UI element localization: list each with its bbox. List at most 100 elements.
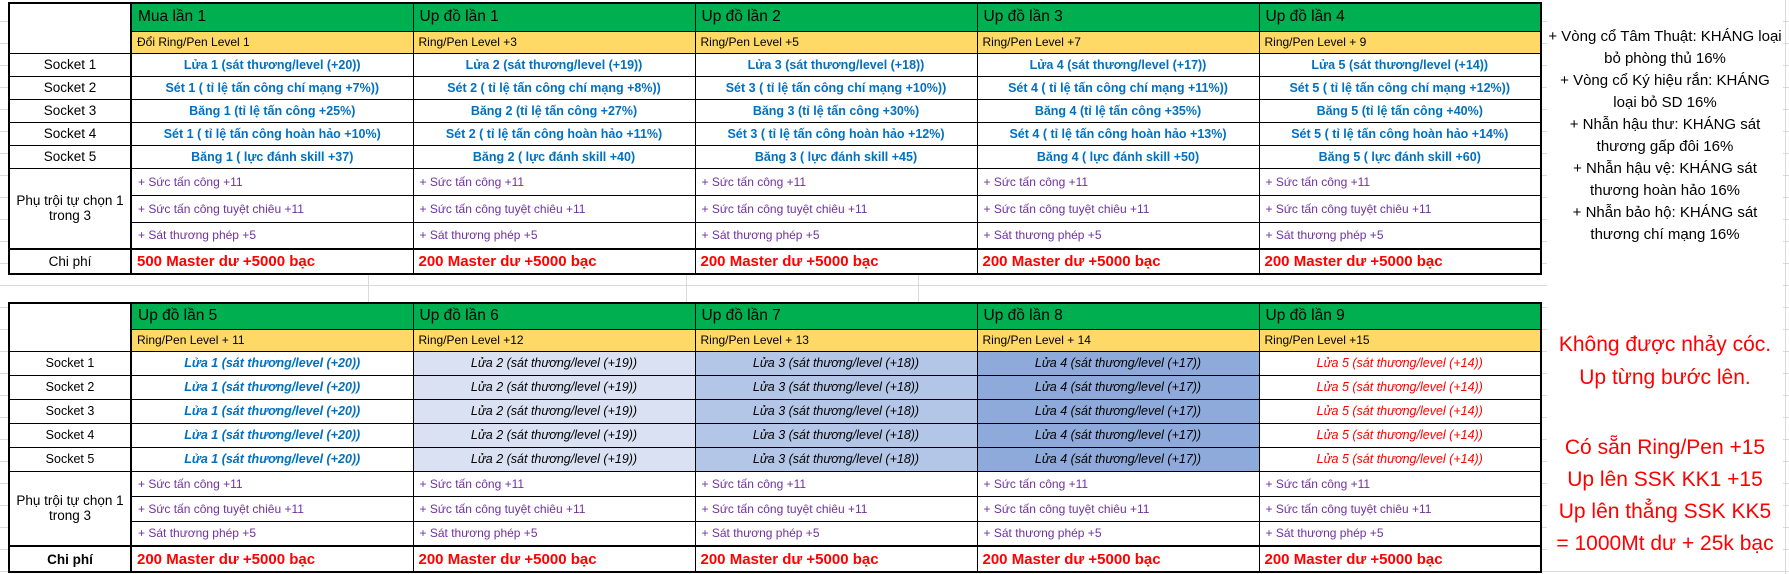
extra-option-cell[interactable]: + Sát thương phép +5	[130, 520, 414, 547]
row-label[interactable]: Socket 1	[8, 350, 132, 376]
extra-option-cell[interactable]: + Sát thương phép +5	[1258, 221, 1542, 250]
col-header[interactable]: Up đồ lần 1	[412, 2, 696, 32]
socket-cell[interactable]: Sét 2 ( tỉ lệ tấn công hoàn hảo +11%)	[412, 121, 696, 146]
socket-cell[interactable]: Băng 2 (tỉ lệ tấn công +27%)	[412, 98, 696, 123]
socket-cell[interactable]: Sét 1 ( tỉ lệ tấn công hoàn hảo +10%)	[130, 121, 414, 146]
extra-option-cell[interactable]: + Sức tấn công +11	[976, 470, 1260, 497]
socket-cell[interactable]: Lửa 4 (sát thương/level (+17))	[976, 422, 1260, 448]
socket-cell[interactable]: Sét 2 ( tỉ lệ tấn công chí mạng +8%))	[412, 75, 696, 100]
socket-cell[interactable]: Lửa 3 (sát thương/level (+18))	[694, 446, 978, 472]
socket-cell[interactable]: Lửa 1 (sát thương/level (+20))	[130, 350, 414, 376]
socket-cell[interactable]: Lửa 1 (sát thương/level (+20))	[130, 398, 414, 424]
socket-cell[interactable]: Lửa 2 (sát thương/level (+19))	[412, 398, 696, 424]
socket-cell[interactable]: Lửa 3 (sát thương/level (+18))	[694, 374, 978, 400]
cost-cell[interactable]: 200 Master dư +5000 bạc	[1258, 545, 1542, 573]
socket-cell[interactable]: Lửa 4 (sát thương/level (+17))	[976, 350, 1260, 376]
cost-cell[interactable]: 200 Master dư +5000 bạc	[694, 248, 978, 275]
socket-cell[interactable]: Lửa 5 (sát thương/level (+14))	[1258, 398, 1542, 424]
cost-cell[interactable]: 200 Master dư +5000 bạc	[976, 248, 1260, 275]
extra-option-cell[interactable]: + Sức tấn công +11	[130, 470, 414, 497]
corner-cell[interactable]	[8, 302, 132, 352]
col-header[interactable]: Up đồ lần 7	[694, 302, 978, 330]
row-label[interactable]: Socket 2	[8, 75, 132, 100]
socket-cell[interactable]: Lửa 2 (sát thương/level (+19))	[412, 422, 696, 448]
extra-option-cell[interactable]: + Sức tấn công +11	[694, 470, 978, 497]
extra-option-cell[interactable]: + Sức tấn công tuyệt chiêu +11	[1258, 194, 1542, 223]
extra-option-cell[interactable]: + Sát thương phép +5	[976, 221, 1260, 250]
row-label[interactable]: Socket 5	[8, 144, 132, 169]
col-subheader[interactable]: Ring/Pen Level +15	[1258, 328, 1542, 352]
socket-cell[interactable]: Sét 5 ( tỉ lệ tấn công chí mạng +12%))	[1258, 75, 1542, 100]
col-subheader[interactable]: Ring/Pen Level + 11	[130, 328, 414, 352]
cost-cell[interactable]: 500 Master dư +5000 bạc	[130, 248, 414, 275]
col-subheader[interactable]: Ring/Pen Level +7	[976, 30, 1260, 54]
socket-cell[interactable]: Lửa 2 (sát thương/level (+19))	[412, 350, 696, 376]
cost-cell[interactable]: 200 Master dư +5000 bạc	[412, 248, 696, 275]
col-header[interactable]: Up đồ lần 5	[130, 302, 414, 330]
extra-option-cell[interactable]: + Sức tấn công tuyệt chiêu +11	[412, 495, 696, 522]
socket-cell[interactable]: Lửa 5 (sát thương/level (+14))	[1258, 350, 1542, 376]
socket-cell[interactable]: Lửa 5 (sát thương/level (+14))	[1258, 422, 1542, 448]
socket-cell[interactable]: Lửa 3 (sát thương/level (+18))	[694, 52, 978, 77]
notes-ring-resistances[interactable]: + Vòng cổ Tâm Thuật: KHÁNG loại bỏ phòng…	[1547, 2, 1783, 270]
socket-cell[interactable]: Lửa 1 (sát thương/level (+20))	[130, 422, 414, 448]
cost-row-label[interactable]: Chi phí	[8, 248, 132, 275]
extra-option-cell[interactable]: + Sức tấn công tuyệt chiêu +11	[976, 194, 1260, 223]
extra-option-cell[interactable]: + Sức tấn công tuyệt chiêu +11	[1258, 495, 1542, 522]
row-label[interactable]: Socket 3	[8, 398, 132, 424]
col-subheader[interactable]: Ring/Pen Level + 13	[694, 328, 978, 352]
socket-cell[interactable]: Sét 4 ( tỉ lệ tấn công hoàn hảo +13%)	[976, 121, 1260, 146]
socket-cell[interactable]: Băng 1 (tỉ lệ tấn công +25%)	[130, 98, 414, 123]
socket-cell[interactable]: Lửa 5 (sát thương/level (+14))	[1258, 52, 1542, 77]
socket-cell[interactable]: Lửa 5 (sát thương/level (+14))	[1258, 446, 1542, 472]
extra-option-cell[interactable]: + Sát thương phép +5	[976, 520, 1260, 547]
socket-cell[interactable]: Lửa 1 (sát thương/level (+20))	[130, 52, 414, 77]
cost-cell[interactable]: 200 Master dư +5000 bạc	[694, 545, 978, 573]
socket-cell[interactable]: Băng 4 ( lực đánh skill +50)	[976, 144, 1260, 169]
socket-cell[interactable]: Lửa 2 (sát thương/level (+19))	[412, 374, 696, 400]
notes-upgrade-warning[interactable]: Không được nhảy cóc. Up từng bước lên. C…	[1547, 278, 1783, 570]
col-header[interactable]: Up đồ lần 8	[976, 302, 1260, 330]
socket-cell[interactable]: Sét 1 ( tỉ lệ tấn công chí mạng +7%))	[130, 75, 414, 100]
socket-cell[interactable]: Sét 3 ( tỉ lệ tấn công hoàn hảo +12%)	[694, 121, 978, 146]
socket-cell[interactable]: Băng 1 ( lực đánh skill +37)	[130, 144, 414, 169]
col-header[interactable]: Up đồ lần 6	[412, 302, 696, 330]
socket-cell[interactable]: Lửa 4 (sát thương/level (+17))	[976, 446, 1260, 472]
col-subheader[interactable]: Đổi Ring/Pen Level 1	[130, 30, 414, 54]
extra-option-cell[interactable]: + Sát thương phép +5	[1258, 520, 1542, 547]
extra-option-cell[interactable]: + Sức tấn công +11	[694, 167, 978, 196]
cost-cell[interactable]: 200 Master dư +5000 bạc	[976, 545, 1260, 573]
socket-cell[interactable]: Lửa 5 (sát thương/level (+14))	[1258, 374, 1542, 400]
extra-option-cell[interactable]: + Sức tấn công tuyệt chiêu +11	[412, 194, 696, 223]
extra-option-cell[interactable]: + Sát thương phép +5	[694, 520, 978, 547]
socket-cell[interactable]: Lửa 2 (sát thương/level (+19))	[412, 52, 696, 77]
extra-option-cell[interactable]: + Sát thương phép +5	[412, 520, 696, 547]
extra-option-cell[interactable]: + Sát thương phép +5	[412, 221, 696, 250]
socket-cell[interactable]: Lửa 4 (sát thương/level (+17))	[976, 52, 1260, 77]
socket-cell[interactable]: Lửa 3 (sát thương/level (+18))	[694, 398, 978, 424]
extra-option-cell[interactable]: + Sức tấn công +11	[130, 167, 414, 196]
col-header[interactable]: Up đồ lần 2	[694, 2, 978, 32]
col-header[interactable]: Up đồ lần 3	[976, 2, 1260, 32]
socket-cell[interactable]: Sét 3 ( tỉ lệ tấn công chí mạng +10%))	[694, 75, 978, 100]
col-subheader[interactable]: Ring/Pen Level +12	[412, 328, 696, 352]
col-subheader[interactable]: Ring/Pen Level + 9	[1258, 30, 1542, 54]
extra-option-cell[interactable]: + Sức tấn công +11	[412, 167, 696, 196]
col-subheader[interactable]: Ring/Pen Level +5	[694, 30, 978, 54]
socket-cell[interactable]: Băng 3 ( lực đánh skill +45)	[694, 144, 978, 169]
row-label[interactable]: Socket 4	[8, 422, 132, 448]
corner-cell[interactable]	[8, 2, 132, 54]
cost-cell[interactable]: 200 Master dư +5000 bạc	[130, 545, 414, 573]
socket-cell[interactable]: Lửa 4 (sát thương/level (+17))	[976, 374, 1260, 400]
col-header[interactable]: Mua lần 1	[130, 2, 414, 32]
socket-cell[interactable]: Lửa 4 (sát thương/level (+17))	[976, 398, 1260, 424]
socket-cell[interactable]: Lửa 3 (sát thương/level (+18))	[694, 350, 978, 376]
extras-row-label[interactable]: Phụ trội tự chọn 1 trong 3	[8, 167, 132, 250]
col-subheader[interactable]: Ring/Pen Level +3	[412, 30, 696, 54]
socket-cell[interactable]: Lửa 3 (sát thương/level (+18))	[694, 422, 978, 448]
row-label[interactable]: Socket 1	[8, 52, 132, 77]
socket-cell[interactable]: Lửa 1 (sát thương/level (+20))	[130, 374, 414, 400]
socket-cell[interactable]: Băng 4 (tỉ lệ tấn công +35%)	[976, 98, 1260, 123]
extras-row-label[interactable]: Phụ trội tự chọn 1 trong 3	[8, 470, 132, 547]
extra-option-cell[interactable]: + Sức tấn công tuyệt chiêu +11	[694, 194, 978, 223]
